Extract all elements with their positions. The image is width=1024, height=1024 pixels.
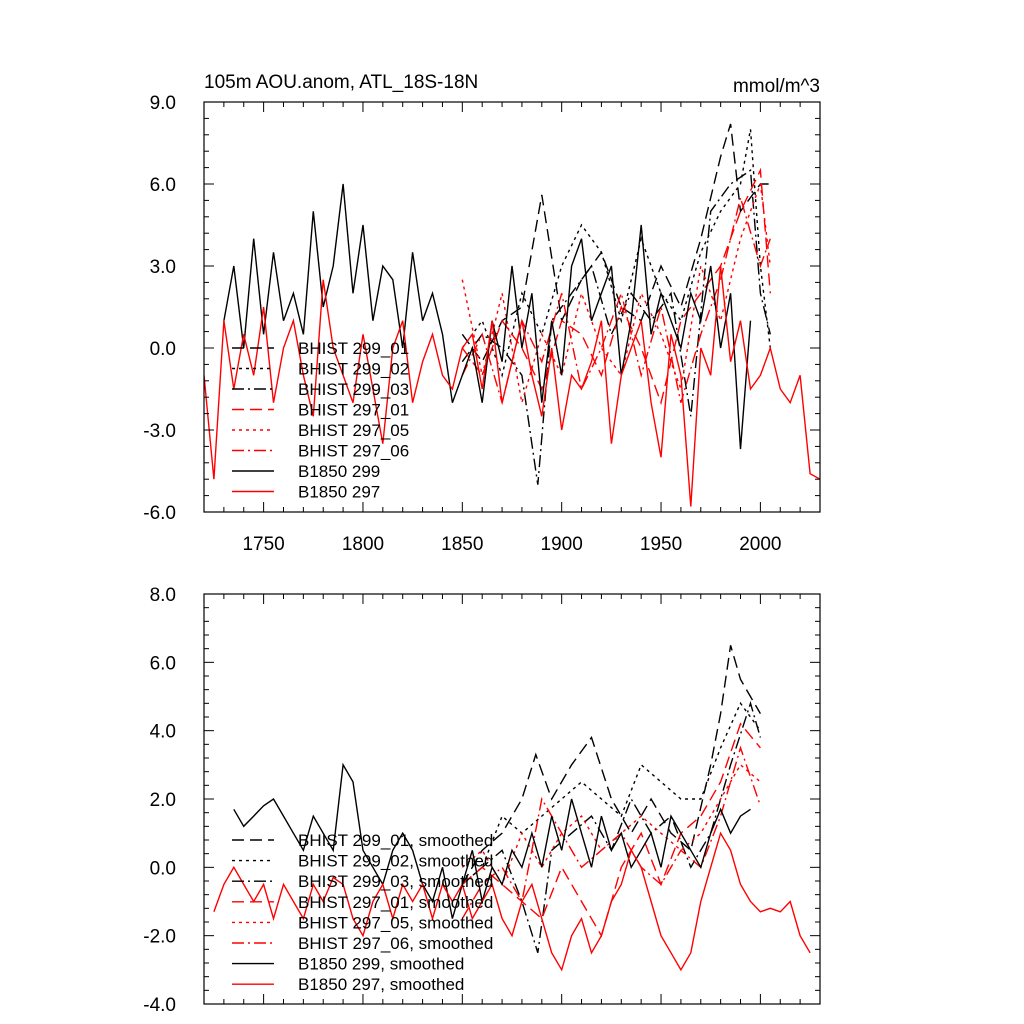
top-panel: 1750 1800 1850 1900 1950 2000 -6.0 -3.0 0.0 3.0 6.…	[143, 93, 821, 555]
series-lines	[204, 123, 820, 507]
y-tick-label: 6.0	[150, 175, 176, 196]
y-tick-label: 2.0	[150, 790, 176, 811]
x-tick-label: 1800	[342, 534, 384, 555]
legend: BHIST 299_01, smoothed BHIST 299_02, smoo…	[232, 831, 493, 994]
series-line-5	[461, 763, 761, 887]
series-line-1	[461, 645, 762, 885]
series-line-2	[461, 129, 771, 378]
y-tick-label: -3.0	[143, 421, 176, 442]
bottom-panel: -4.0 -2.0 0.0 2.0 4.0 6.0 8.0 BHIST 299_01, smo…	[143, 585, 821, 1016]
series-line-7	[233, 762, 751, 919]
legend-label: B1850 297	[298, 483, 380, 502]
y-tick-label: -4.0	[143, 995, 176, 1016]
series-line-6	[461, 194, 771, 406]
legend-label: BHIST 297_06	[298, 442, 409, 461]
x-tick-label: 1900	[541, 534, 583, 555]
legend-label: BHIST 299_03	[298, 380, 409, 399]
series-line-2	[461, 701, 761, 885]
plot-frame	[203, 101, 821, 513]
series-lines	[213, 645, 811, 972]
y-tick-label: 6.0	[150, 653, 176, 674]
series-line-4	[461, 167, 771, 406]
legend-label: BHIST 299_03, smoothed	[298, 872, 493, 891]
series-line-8	[213, 831, 811, 972]
top-chart-title: 105m AOU.anom, ATL_18S-18N	[204, 72, 478, 93]
series-line-8	[204, 265, 820, 507]
series-line-3	[461, 169, 771, 485]
legend-label: BHIST 297_05	[298, 421, 409, 440]
legend-label: BHIST 297_01	[298, 401, 409, 420]
legend-label: BHIST 299_02, smoothed	[298, 852, 493, 871]
legend-label: BHIST 299_01, smoothed	[298, 831, 493, 850]
y-tick-label: 0.0	[150, 858, 176, 879]
y-tick-label: 0.0	[150, 339, 176, 360]
y-tick-label: 8.0	[150, 585, 176, 606]
legend-label: B1850 297, smoothed	[298, 975, 464, 994]
legend-label: B1850 299, smoothed	[298, 955, 464, 974]
x-tick-label: 2000	[739, 534, 781, 555]
legend-label: BHIST 297_06, smoothed	[298, 934, 493, 953]
series-line-7	[223, 183, 752, 450]
legend-label: BHIST 299_02	[298, 360, 409, 379]
x-tick-label: 1850	[441, 534, 483, 555]
top-chart-units: mmol/m^3	[733, 76, 820, 97]
y-tick-label: -6.0	[143, 503, 176, 524]
y-tick-label: 3.0	[150, 257, 176, 278]
y-tick-label: -2.0	[143, 927, 176, 948]
y-tick-label: 4.0	[150, 722, 176, 743]
x-tick-label: 1950	[640, 534, 682, 555]
y-tick-label: 9.0	[150, 93, 176, 114]
legend-label: BHIST 299_01	[298, 339, 409, 358]
x-tick-label: 1750	[242, 534, 284, 555]
legend-label: B1850 299	[298, 462, 380, 481]
legend-label: BHIST 297_05, smoothed	[298, 913, 493, 932]
legend-label: BHIST 297_01, smoothed	[298, 893, 493, 912]
